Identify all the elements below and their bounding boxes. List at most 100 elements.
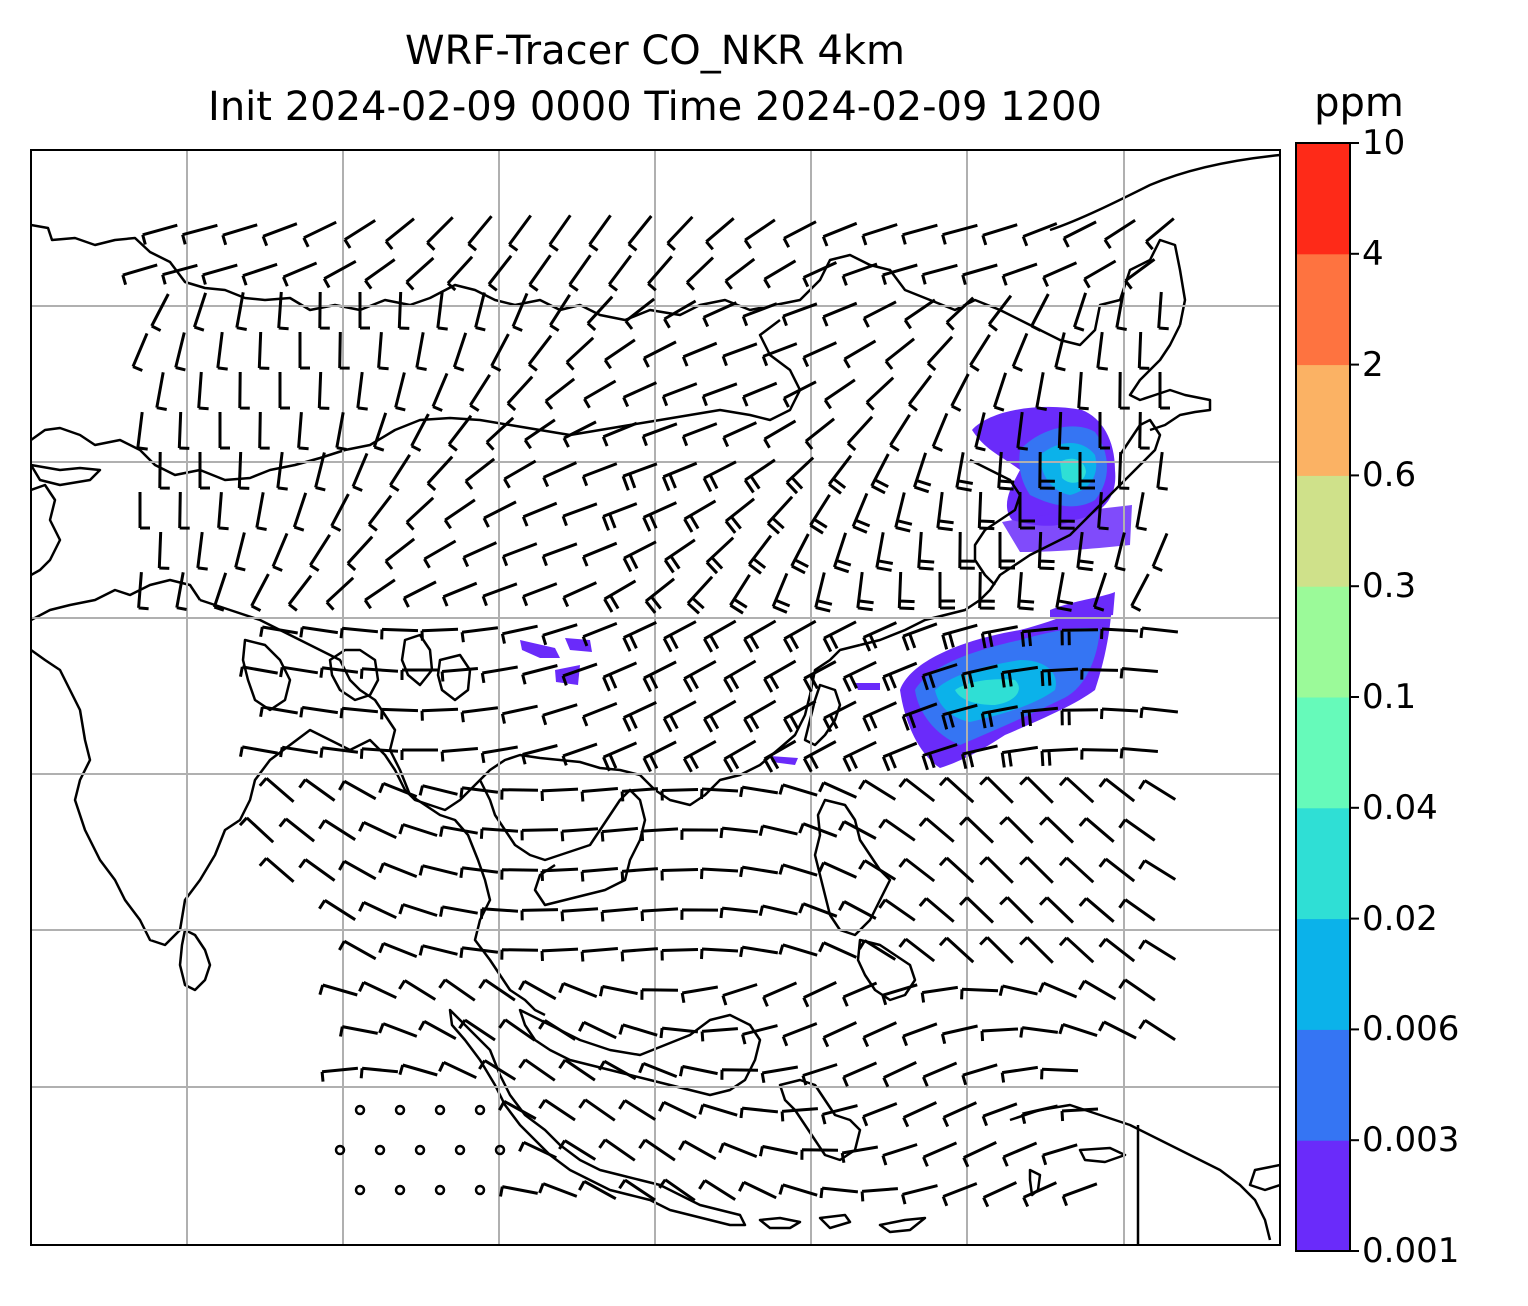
wind-barb [758,904,798,917]
wind-barb [802,981,837,1008]
wind-barb [423,539,457,569]
wind-barb [216,331,228,371]
wind-barb [359,747,399,759]
wind-barb [809,493,831,535]
wind-barb [402,580,437,608]
wind-barb [212,572,228,612]
wind-barb [197,371,209,411]
wind-barb [558,1058,596,1082]
wind-barb [378,782,418,798]
wind-barb [498,1099,537,1121]
wind-barb [367,494,393,532]
wind-barb [538,1019,577,1041]
wind-barb [903,298,936,330]
wind-barb [1139,626,1179,639]
wind-barb [1098,1020,1137,1040]
wind-barb [698,1179,737,1201]
wind-barb [319,746,359,758]
wind-barb [418,784,458,796]
wind-barb [235,292,247,331]
wind-barb [702,301,738,328]
colorbar [1295,142,1359,1252]
wind-barb [490,333,510,372]
wind-barb [1058,856,1095,884]
wind-barb [298,332,310,370]
wind-barb [762,981,798,1007]
wind-barb [602,661,638,692]
wind-barb [150,293,170,332]
wind-barb [1020,706,1059,727]
wind-barb [644,577,676,614]
wind-barb [1156,451,1168,491]
wind-barb [720,1068,759,1080]
graticule [31,150,1280,1245]
wind-barb [217,491,229,531]
wind-barb [641,422,678,447]
wind-barb [603,579,637,613]
wind-barb [500,788,539,800]
wind-barb [481,582,518,607]
wind-barb [814,572,833,613]
wind-barb [662,700,697,733]
wind-barb [938,856,975,884]
wind-barb [862,1021,898,1048]
wind-barb [962,1141,997,1168]
wind-barb [763,259,797,289]
wind-barb [678,1139,717,1161]
wind-barb [950,373,970,412]
wind-barb [175,572,187,611]
wind-barb [800,1148,839,1160]
map-title-line-1: WRF-Tracer CO_NKR 4km [404,28,906,74]
wind-barb [238,816,275,844]
wind-barb [878,898,916,922]
wind-barb [1037,531,1055,571]
wind-barb [981,223,1018,246]
wind-barb [1096,331,1108,371]
wind-barb [338,331,350,370]
wind-barbs [121,214,1179,1208]
wind-barb [938,936,975,964]
wind-barb [818,941,858,959]
wind-barb [351,452,369,492]
wind-barb [528,254,552,292]
wind-barb [921,743,958,771]
wind-barb [500,868,539,880]
wind-barb [778,863,818,877]
wind-barb [620,947,659,962]
wind-barb [819,1186,859,1199]
wind-barb [1130,573,1150,612]
wind-barb [997,451,1015,491]
wind-barb [680,985,719,1004]
wind-barb [542,461,578,488]
wind-barb [1035,372,1047,411]
wind-barb [485,416,515,451]
wind-barb [1117,451,1130,490]
wind-barb [258,857,295,883]
wind-barb [832,532,852,574]
wind-barb [339,626,379,639]
wind-barb [598,984,638,997]
wind-barb [961,263,998,286]
wind-barb [663,538,696,574]
wind-barb [161,263,198,285]
wind-barb [560,827,599,842]
wind-barb [1100,627,1139,640]
wind-barb [277,291,289,331]
wind-barb [1022,1181,1058,1208]
wind-barb [1019,1026,1059,1038]
wind-barb [921,663,958,691]
wind-barb [640,988,679,1000]
wind-barb [861,1102,898,1127]
wind-barb [974,412,986,452]
wind-barb [487,254,513,292]
wind-barb [719,826,759,839]
wind-barb [858,939,897,961]
wind-barb [1124,258,1156,290]
wind-barb [802,660,837,693]
wind-barb [426,216,454,251]
wind-barb [743,619,777,653]
wind-barb [259,625,298,638]
wind-barb [881,741,918,772]
wind-barb [705,217,735,251]
